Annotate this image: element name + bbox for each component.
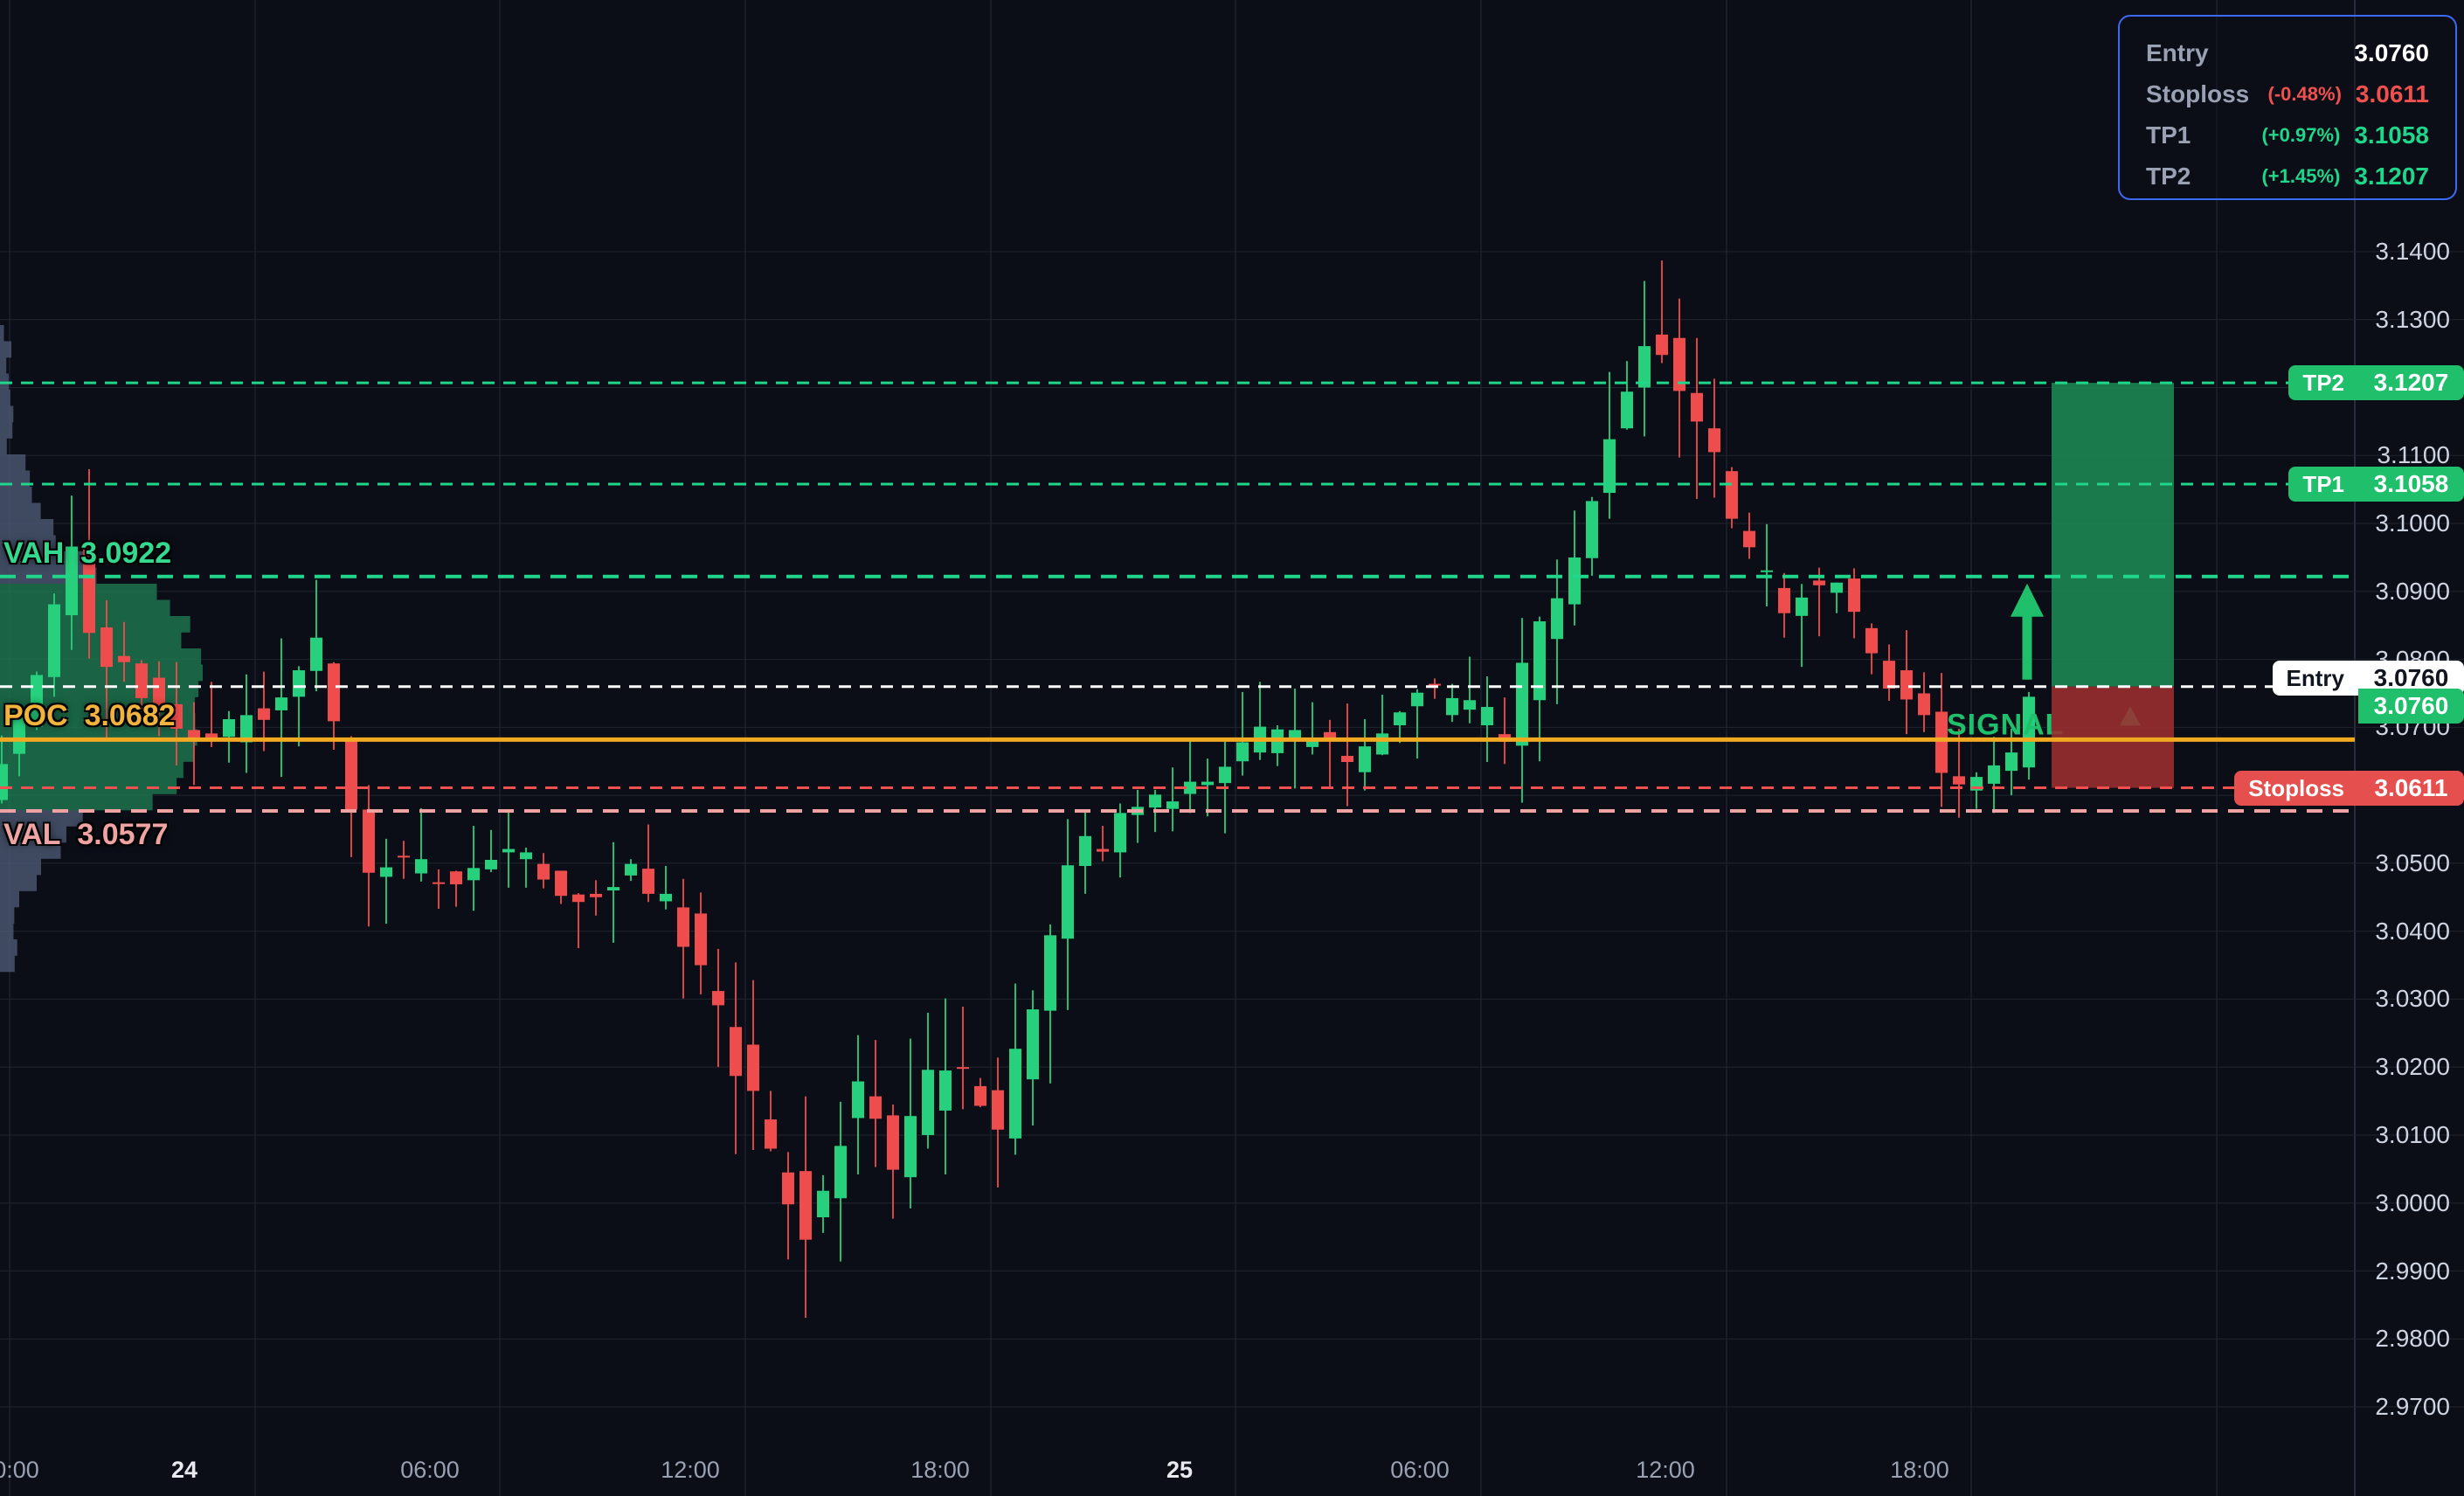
svg-text:SIGNAL: SIGNAL (1947, 708, 2064, 741)
